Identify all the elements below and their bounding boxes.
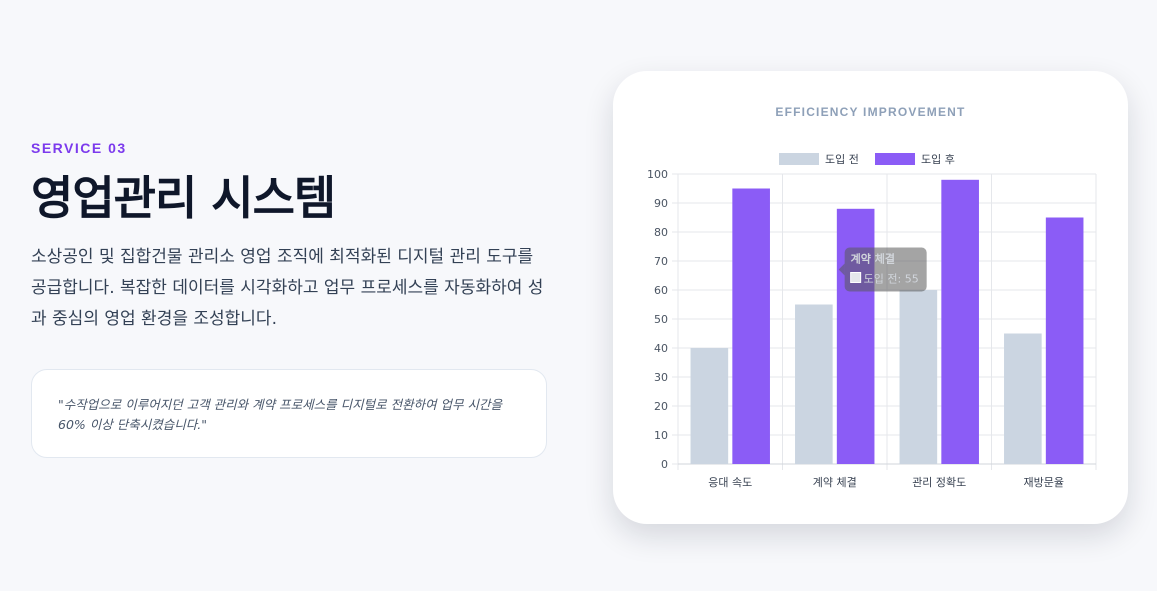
y-tick-label: 100 (647, 168, 668, 181)
bar-before (690, 348, 729, 464)
bar-before (1004, 333, 1042, 464)
legend-swatch-before (779, 153, 819, 165)
legend-swatch-after (875, 153, 915, 165)
bar-before (899, 290, 938, 464)
page-title: 영업관리 시스템 (31, 171, 336, 225)
bar-before (795, 304, 833, 464)
legend-label-after: 도입 후 (921, 153, 955, 166)
bar-after (836, 208, 875, 464)
x-tick-label: 관리 정확도 (912, 476, 966, 489)
tooltip-label: 도입 전: 55 (864, 273, 919, 286)
y-tick-label: 60 (654, 284, 668, 297)
y-tick-label: 50 (654, 313, 668, 326)
legend-label-before: 도입 전 (825, 153, 859, 166)
y-tick-label: 0 (661, 458, 668, 471)
tooltip-caret (838, 263, 845, 276)
y-tick-label: 20 (654, 400, 668, 413)
bar-after (1045, 217, 1084, 464)
service-description: 소상공인 및 집합건물 관리소 영업 조직에 최적화된 디지털 관리 도구를 공… (31, 247, 544, 329)
chart-card-title: EFFICIENCY IMPROVEMENT (775, 105, 966, 119)
y-tick-label: 70 (654, 255, 668, 268)
x-tick-label: 재방문율 (1024, 476, 1064, 489)
tooltip-title: 계약 체결 (851, 252, 895, 266)
bar-after (732, 188, 770, 464)
tooltip-swatch (850, 272, 862, 283)
testimonial-quote-text: "수작업으로 이루어지던 고객 관리와 계약 프로세스를 디지털로 전환하여 업… (58, 397, 503, 432)
x-tick-label: 계약 체결 (813, 475, 857, 489)
testimonial-quote-box: "수작업으로 이루어지던 고객 관리와 계약 프로세스를 디지털로 전환하여 업… (31, 369, 547, 458)
y-tick-label: 90 (654, 197, 668, 210)
service-intro: SERVICE 03 영업관리 시스템 소상공인 및 집합건물 관리소 영업 조… (31, 140, 551, 335)
y-tick-label: 30 (654, 371, 668, 384)
y-tick-label: 80 (654, 226, 668, 239)
bar-after (941, 179, 979, 465)
y-tick-label: 10 (654, 429, 668, 442)
chart-card: EFFICIENCY IMPROVEMENT 0 10 20 30 40 50 60 70 80… (613, 71, 1128, 524)
x-tick-label: 응대 속도 (708, 476, 752, 489)
y-tick-label: 40 (654, 342, 668, 355)
service-eyebrow: SERVICE 03 (31, 140, 127, 156)
tooltip-box (844, 247, 927, 292)
